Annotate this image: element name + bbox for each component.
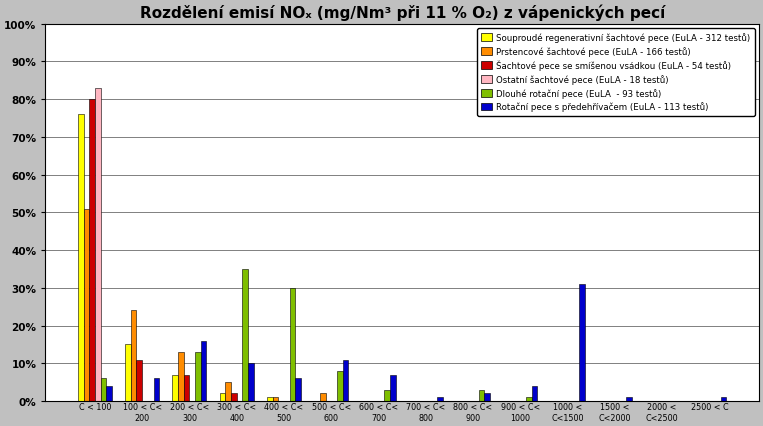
Bar (184, 375, 189, 401)
Legend: Souproudé regenerativní šachtové pece (EuLA - 312 testů), Prstencové šachtové pe: Souproudé regenerativní šachtové pece (E… (477, 29, 755, 116)
Bar (337, 371, 343, 401)
Bar (579, 285, 584, 401)
Bar (153, 379, 159, 401)
Bar (243, 269, 248, 401)
Bar (267, 397, 272, 401)
Bar (130, 311, 137, 401)
Bar (195, 352, 201, 401)
Bar (272, 397, 278, 401)
Bar (626, 397, 632, 401)
Bar (225, 382, 231, 401)
Bar (106, 386, 112, 401)
Bar (390, 375, 395, 401)
Bar (526, 397, 532, 401)
Bar (385, 390, 390, 401)
Bar (178, 352, 184, 401)
Bar (290, 288, 295, 401)
Bar (137, 360, 142, 401)
Bar (125, 345, 130, 401)
Bar (95, 89, 101, 401)
Bar (721, 397, 726, 401)
Bar (89, 100, 95, 401)
Bar (201, 341, 207, 401)
Bar (101, 379, 106, 401)
Bar (248, 363, 254, 401)
Title: Rozdělení emisí NOₓ (mg/Nm³ při 11 % O₂) z vápenických pecí: Rozdělení emisí NOₓ (mg/Nm³ při 11 % O₂)… (140, 4, 665, 20)
Bar (343, 360, 348, 401)
Bar (78, 115, 83, 401)
Bar (295, 379, 301, 401)
Bar (320, 394, 326, 401)
Bar (485, 394, 490, 401)
Bar (83, 209, 89, 401)
Bar (437, 397, 443, 401)
Bar (172, 375, 178, 401)
Bar (220, 394, 225, 401)
Bar (478, 390, 485, 401)
Bar (231, 394, 237, 401)
Bar (532, 386, 537, 401)
